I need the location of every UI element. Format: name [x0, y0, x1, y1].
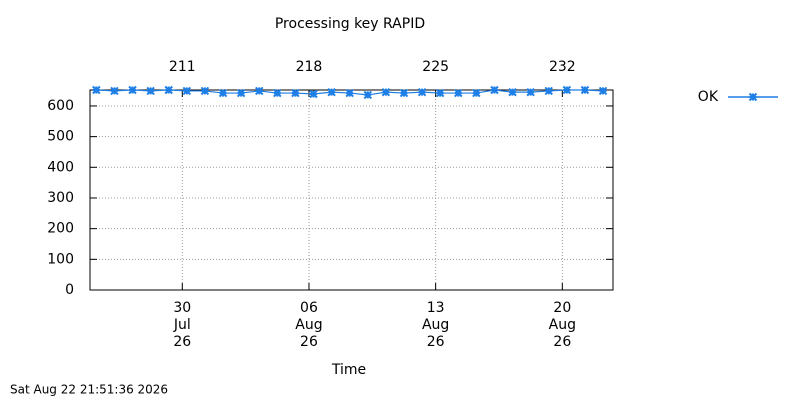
marker — [164, 85, 173, 95]
marker-shape — [218, 88, 228, 98]
marker — [526, 87, 535, 97]
marker — [309, 89, 318, 99]
marker-shape — [110, 86, 119, 96]
marker-shape — [92, 85, 101, 95]
marker-shape — [526, 87, 535, 97]
marker-shape — [544, 86, 553, 96]
marker-shape — [490, 85, 499, 95]
marker-shape — [273, 88, 282, 98]
y-tick-label: 500 — [47, 129, 74, 145]
chart-title: Processing key RAPID — [275, 16, 425, 32]
marker-shape — [182, 86, 192, 96]
marker — [417, 87, 427, 97]
marker-shape — [399, 88, 409, 98]
marker — [236, 88, 246, 98]
marker — [128, 85, 137, 95]
marker — [562, 85, 572, 95]
marker — [598, 86, 608, 96]
marker-shape — [363, 90, 372, 100]
marker — [508, 87, 517, 97]
marker — [273, 88, 282, 98]
marker — [200, 86, 210, 96]
marker — [435, 88, 445, 98]
marker — [291, 88, 300, 98]
plot-frame — [89, 89, 614, 291]
marker-shape — [748, 92, 758, 102]
marker — [345, 88, 354, 98]
marker — [472, 88, 481, 98]
marker — [490, 85, 499, 95]
marker-shape — [291, 88, 300, 98]
marker-shape — [580, 85, 590, 95]
marker-shape — [435, 88, 445, 98]
marker-shape — [508, 87, 517, 97]
marker — [399, 88, 409, 98]
marker — [146, 86, 155, 96]
y-tick-label: 0 — [65, 282, 74, 298]
marker-shape — [562, 85, 572, 95]
y-tick-label: 600 — [47, 98, 74, 114]
marker-shape — [128, 85, 137, 95]
x2-tick-label: 211 — [169, 59, 196, 75]
x2-tick-label: 218 — [296, 59, 323, 75]
y-tick-label: 200 — [47, 221, 74, 237]
marker — [92, 85, 101, 95]
marker-shape — [164, 85, 173, 95]
marker — [381, 87, 391, 97]
marker-shape — [454, 88, 463, 98]
x-tick-label: 06 Aug 26 — [295, 300, 323, 350]
marker-shape — [309, 89, 318, 99]
marker — [580, 85, 590, 95]
timestamp: Sat Aug 22 21:51:36 2026 — [10, 383, 168, 397]
marker — [182, 86, 192, 96]
marker-shape — [254, 86, 264, 96]
marker-shape — [146, 86, 155, 96]
marker — [454, 88, 463, 98]
legend-label: OK — [698, 89, 719, 105]
marker-shape — [236, 88, 246, 98]
x-tick-label: 13 Aug 26 — [421, 300, 450, 350]
marker — [110, 86, 119, 96]
marker-shape — [345, 88, 354, 98]
marker — [254, 86, 264, 96]
x-axis-label: Time — [331, 362, 366, 378]
marker-shape — [598, 86, 608, 96]
y-tick-label: 400 — [47, 159, 74, 175]
marker-shape — [472, 88, 481, 98]
marker — [363, 90, 372, 100]
marker-shape — [327, 87, 336, 97]
marker — [218, 88, 228, 98]
marker-shape — [381, 87, 391, 97]
y-tick-label: 300 — [47, 190, 74, 206]
x2-tick-label: 225 — [422, 59, 449, 75]
marker-shape — [417, 87, 427, 97]
marker — [748, 92, 758, 102]
marker-shape — [200, 86, 210, 96]
marker — [327, 87, 336, 97]
marker — [544, 86, 553, 96]
y-tick-label: 100 — [47, 251, 74, 267]
x-tick-label: 20 Aug 26 — [548, 300, 576, 350]
x-tick-label: 30 Jul 26 — [173, 300, 192, 350]
x2-tick-label: 232 — [549, 59, 576, 75]
